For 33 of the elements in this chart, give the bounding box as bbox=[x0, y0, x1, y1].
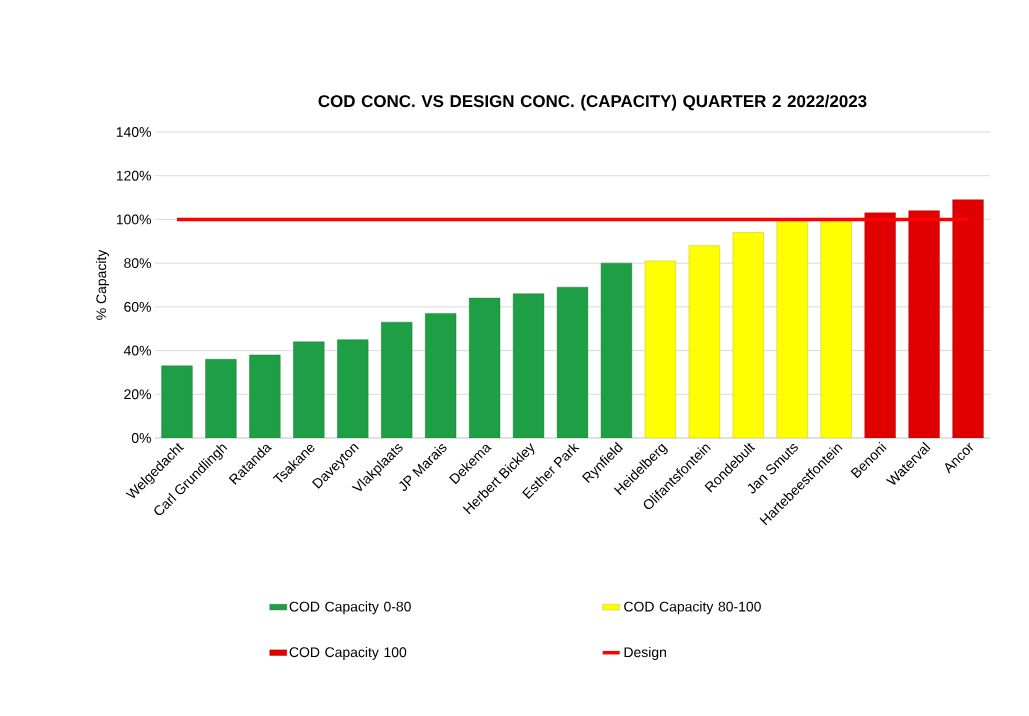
y-tick-label: 140% bbox=[116, 127, 151, 137]
bar bbox=[381, 321, 413, 438]
chart-title: COD CONC. VS DESIGN CONC. (CAPACITY) QUARTER 2 2022/2023 bbox=[318, 94, 867, 111]
y-tick-label: 80% bbox=[124, 258, 151, 269]
bar bbox=[600, 262, 633, 438]
bar bbox=[776, 221, 808, 438]
bar bbox=[644, 260, 676, 438]
bar bbox=[249, 354, 281, 438]
y-tick-label: 0% bbox=[131, 433, 151, 443]
bar bbox=[688, 245, 720, 438]
legend-label: COD Capacity 100 bbox=[289, 646, 407, 660]
bar bbox=[205, 359, 237, 438]
y-axis-title: % Capacity bbox=[95, 249, 109, 320]
bar bbox=[293, 341, 325, 438]
bar bbox=[732, 232, 764, 438]
y-tick-label: 20% bbox=[124, 389, 151, 400]
legend-label: Design bbox=[624, 646, 666, 660]
bar bbox=[864, 212, 896, 438]
y-tick-label: 60% bbox=[124, 301, 151, 312]
bar bbox=[820, 221, 852, 438]
bar bbox=[908, 210, 940, 438]
bar bbox=[952, 199, 984, 438]
y-tick-label: 100% bbox=[116, 214, 151, 225]
bar bbox=[161, 365, 193, 438]
y-tick-label: 120% bbox=[116, 170, 151, 181]
bar bbox=[425, 313, 457, 438]
bar bbox=[337, 339, 369, 438]
legend-label: COD Capacity 0-80 bbox=[289, 601, 411, 615]
bar bbox=[556, 286, 589, 438]
bar bbox=[469, 297, 501, 438]
bar bbox=[512, 293, 545, 438]
legend-label: COD Capacity 80-100 bbox=[624, 601, 761, 615]
y-tick-label: 40% bbox=[123, 345, 151, 356]
